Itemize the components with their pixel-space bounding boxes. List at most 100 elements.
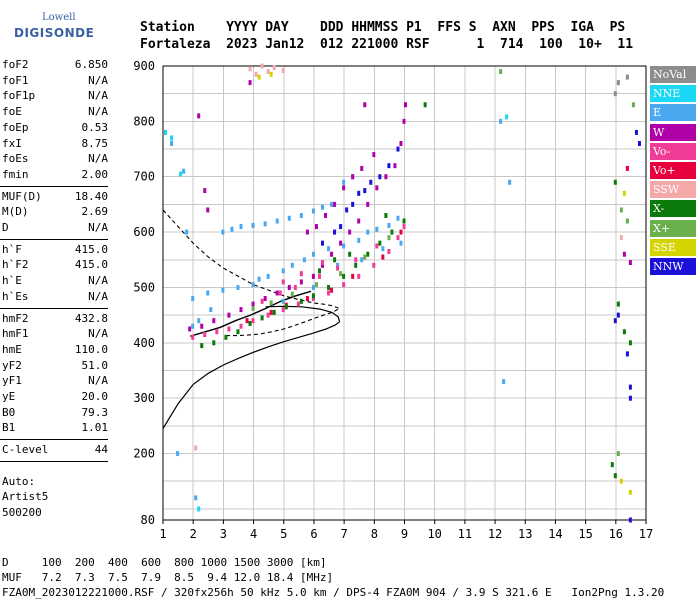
data-point-vo- — [269, 309, 273, 315]
data-point-x- — [622, 329, 626, 335]
param-value: 51.0 — [81, 358, 109, 372]
data-point-ssw — [272, 65, 276, 71]
data-point-w — [366, 201, 370, 207]
param-row: yF1 N/A — [2, 374, 108, 389]
data-point-vo- — [357, 273, 361, 279]
data-point-e — [357, 237, 361, 243]
data-point-w — [404, 102, 408, 108]
param-separator — [0, 185, 108, 187]
ordinary-trace-line — [190, 290, 312, 337]
x-tick-label: 8 — [371, 527, 378, 541]
data-point-w — [372, 152, 376, 158]
param-value: 415.0 — [74, 258, 108, 272]
data-point-vo- — [402, 224, 406, 230]
x-tick-label: 6 — [310, 527, 317, 541]
footer-file-info: FZA0M_2023012221000.RSF / 320fx256h 50 k… — [2, 586, 665, 599]
data-point-e — [197, 318, 201, 324]
param-separator — [0, 307, 108, 309]
y-tick-label: 700 — [133, 170, 155, 184]
param-value: 79.3 — [81, 405, 109, 419]
data-point-x- — [378, 240, 382, 246]
param-row: yE 20.0 — [2, 390, 108, 405]
param-row: h`F 415.0 — [2, 243, 108, 258]
data-point-vo- — [330, 287, 334, 293]
data-point-sse — [619, 478, 623, 484]
data-point-noval — [616, 80, 620, 86]
data-point-e — [170, 141, 174, 147]
data-point-w — [227, 312, 231, 318]
param-row: h`Es N/A — [2, 290, 108, 305]
param-key: fmin — [2, 167, 29, 181]
data-point-ssw — [281, 67, 285, 73]
header-line-1: Station YYYY DAY DDD HHMMSS P1 FFS S AXN… — [140, 20, 626, 35]
data-point-w — [357, 218, 361, 224]
param-key: fxI — [2, 136, 22, 150]
data-point-vo- — [311, 296, 315, 302]
data-point-vo- — [266, 312, 270, 318]
param-row: yF2 51.0 — [2, 359, 108, 374]
param-key: D — [2, 221, 9, 234]
data-point-w — [402, 118, 406, 124]
y-tick-label: 600 — [133, 225, 155, 239]
data-point-e — [191, 296, 195, 302]
data-point-e — [290, 262, 294, 268]
param-value: N/A — [88, 89, 108, 103]
true-height-profile-tail — [265, 305, 341, 322]
data-point-vo- — [281, 307, 285, 313]
param-row: B0 79.3 — [2, 406, 108, 421]
x-tick-label: 7 — [341, 527, 348, 541]
data-point-e — [263, 221, 267, 227]
data-point-e — [499, 118, 503, 124]
data-point-x- — [200, 343, 204, 349]
data-point-e — [257, 276, 261, 282]
x-tick-label: 11 — [458, 527, 472, 541]
data-point-w — [287, 284, 291, 290]
data-point-nnw — [637, 141, 641, 147]
param-value: 18.40 — [74, 189, 108, 203]
param-row: fxI 8.75 — [2, 137, 108, 152]
legend-item-vo-: Vo- — [650, 142, 696, 160]
x-tick-label: 2 — [190, 527, 197, 541]
param-separator — [0, 460, 108, 462]
logo-line-1: Lowell — [42, 12, 76, 23]
data-point-e — [302, 257, 306, 263]
data-point-ssw — [260, 63, 264, 69]
data-point-nnw — [634, 129, 638, 135]
data-point-x- — [311, 293, 315, 299]
param-row: foF1 N/A — [2, 74, 108, 89]
data-point-vo- — [296, 301, 300, 307]
data-point-w — [212, 318, 216, 324]
x-tick-label: 12 — [488, 527, 502, 541]
param-value: 20.0 — [81, 390, 109, 403]
data-point-nne — [164, 129, 168, 135]
param-row: hmE 110.0 — [2, 343, 108, 358]
param-row: foF2 6.850 — [2, 58, 108, 73]
data-point-w — [360, 165, 364, 171]
data-point-x- — [402, 218, 406, 224]
y-tick-label: 400 — [133, 336, 155, 350]
param-value: 415.0 — [74, 242, 108, 256]
data-point-x- — [348, 251, 352, 257]
data-point-vo- — [227, 326, 231, 332]
data-point-vo- — [320, 260, 324, 266]
data-point-e — [251, 222, 255, 228]
data-point-x- — [387, 235, 391, 241]
data-point-e — [360, 257, 364, 263]
data-point-noval — [625, 74, 629, 80]
legend-item-w: W — [650, 123, 696, 141]
data-point-x- — [363, 254, 367, 260]
data-point-nnw — [378, 174, 382, 180]
data-point-vo- — [203, 332, 207, 338]
logo-line-2: DIGISONDE — [14, 26, 95, 40]
data-point-nnw — [320, 240, 324, 246]
data-point-w — [342, 185, 346, 191]
data-point-e — [508, 179, 512, 185]
data-point-x- — [284, 304, 288, 310]
param-key: hmF1 — [2, 327, 29, 341]
data-point-w — [299, 279, 303, 285]
data-point-w — [206, 207, 210, 213]
footer-muf-row: MUF 7.2 7.3 7.5 7.9 8.5 9.4 12.0 18.4 [M… — [2, 571, 334, 584]
data-point-vo- — [372, 262, 376, 268]
data-point-vo- — [245, 318, 249, 324]
